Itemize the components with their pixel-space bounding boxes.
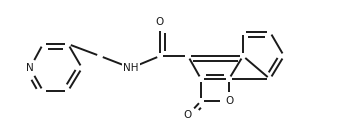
Text: O: O: [184, 110, 192, 120]
Text: N: N: [26, 63, 34, 73]
Text: O: O: [225, 96, 233, 106]
Text: NH: NH: [123, 63, 139, 73]
Text: O: O: [156, 17, 164, 27]
